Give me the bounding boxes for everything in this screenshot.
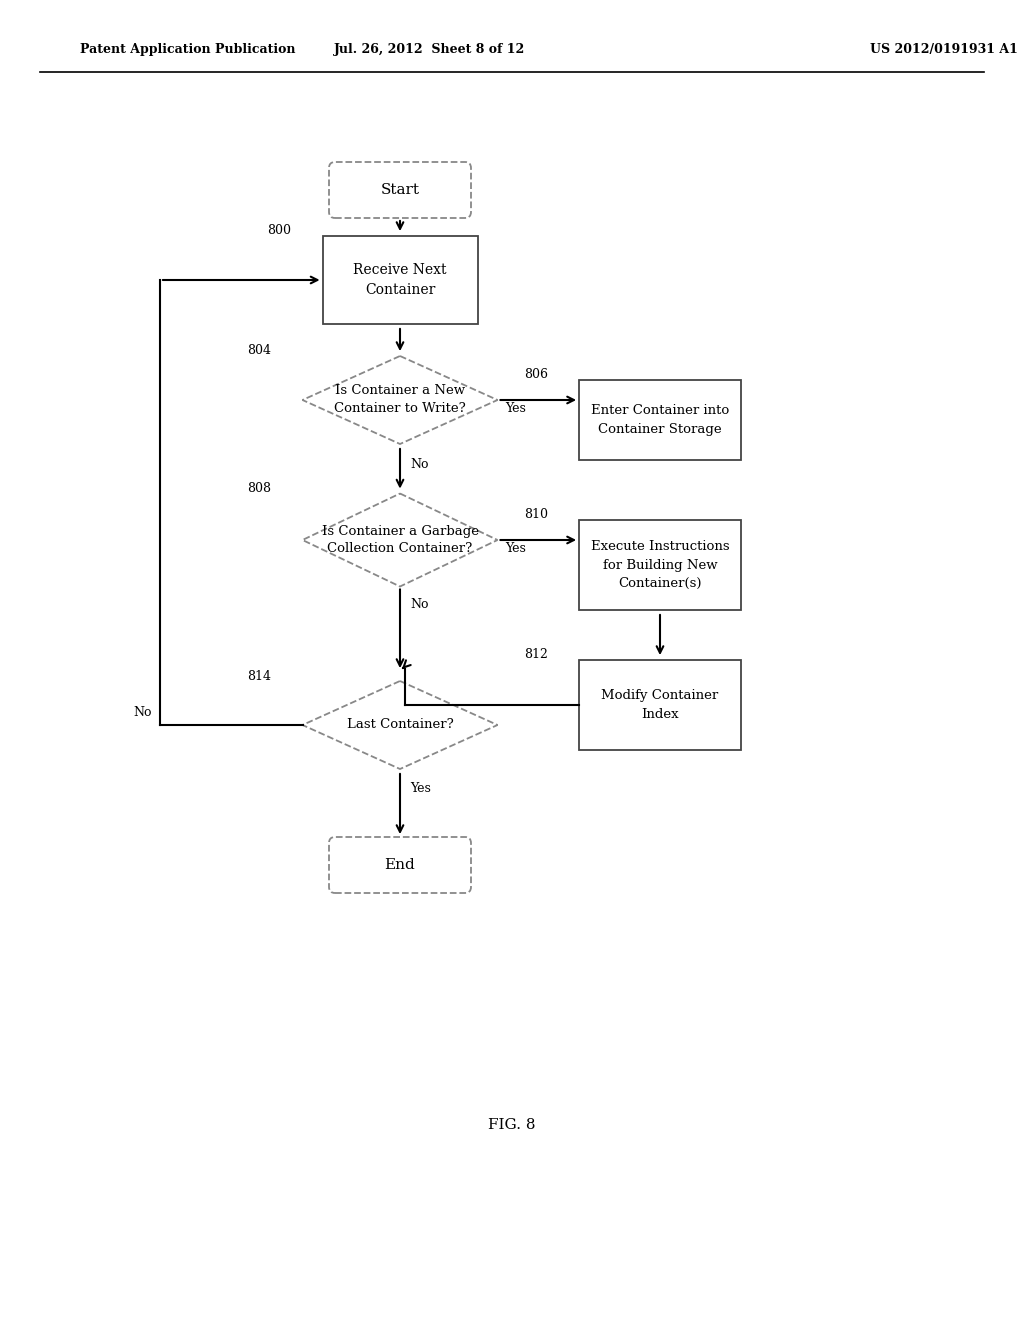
Text: US 2012/0191931 A1: US 2012/0191931 A1 bbox=[870, 44, 1018, 57]
Text: No: No bbox=[410, 458, 428, 470]
Text: 814: 814 bbox=[248, 669, 271, 682]
Text: 800: 800 bbox=[267, 224, 292, 238]
Text: Yes: Yes bbox=[506, 541, 526, 554]
Polygon shape bbox=[302, 494, 498, 586]
Text: Yes: Yes bbox=[410, 783, 431, 796]
Text: FIG. 8: FIG. 8 bbox=[488, 1118, 536, 1133]
Text: 806: 806 bbox=[524, 368, 548, 381]
Text: 804: 804 bbox=[248, 345, 271, 358]
Text: Modify Container
Index: Modify Container Index bbox=[601, 689, 719, 721]
Text: Is Container a Garbage
Collection Container?: Is Container a Garbage Collection Contai… bbox=[322, 524, 478, 556]
FancyBboxPatch shape bbox=[329, 837, 471, 894]
Bar bbox=[579, 380, 741, 459]
Text: 810: 810 bbox=[524, 508, 548, 521]
Text: Receive Next
Container: Receive Next Container bbox=[353, 263, 446, 297]
Text: No: No bbox=[410, 598, 428, 611]
Bar bbox=[579, 660, 741, 750]
Text: No: No bbox=[133, 706, 152, 719]
FancyBboxPatch shape bbox=[329, 162, 471, 218]
Text: Execute Instructions
for Building New
Container(s): Execute Instructions for Building New Co… bbox=[591, 540, 729, 590]
Text: Yes: Yes bbox=[506, 401, 526, 414]
Text: Is Container a New
Container to Write?: Is Container a New Container to Write? bbox=[334, 384, 466, 416]
Text: 812: 812 bbox=[524, 648, 548, 661]
Text: Patent Application Publication: Patent Application Publication bbox=[80, 44, 296, 57]
Text: Enter Container into
Container Storage: Enter Container into Container Storage bbox=[591, 404, 729, 436]
Text: Jul. 26, 2012  Sheet 8 of 12: Jul. 26, 2012 Sheet 8 of 12 bbox=[335, 44, 525, 57]
Polygon shape bbox=[302, 356, 498, 444]
Bar bbox=[323, 236, 477, 323]
Text: 808: 808 bbox=[248, 482, 271, 495]
Polygon shape bbox=[302, 681, 498, 770]
Text: End: End bbox=[385, 858, 416, 873]
Text: Start: Start bbox=[381, 183, 420, 197]
Text: Last Container?: Last Container? bbox=[347, 718, 454, 731]
Bar bbox=[579, 520, 741, 610]
